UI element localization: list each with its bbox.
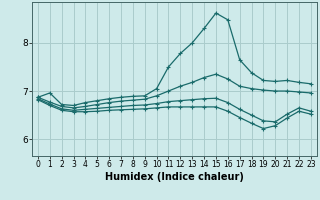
X-axis label: Humidex (Indice chaleur): Humidex (Indice chaleur) [105,172,244,182]
